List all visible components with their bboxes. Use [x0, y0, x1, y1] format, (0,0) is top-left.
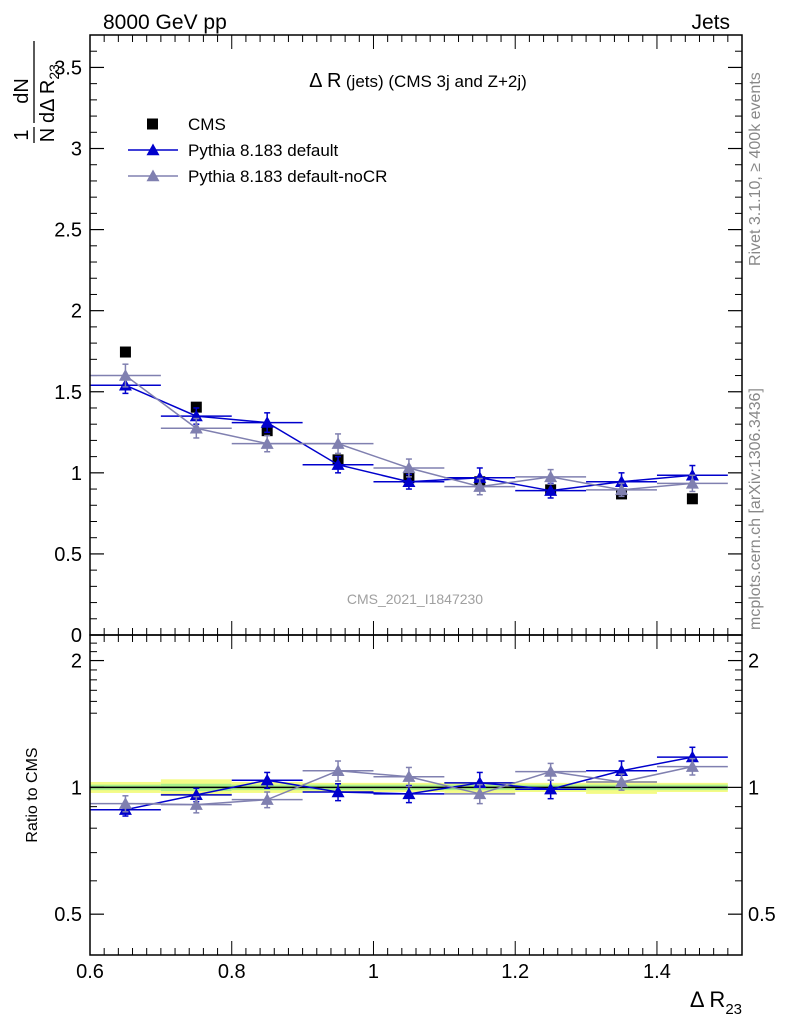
main-title-symbol: Δ R	[309, 70, 341, 92]
mc-data-point	[189, 421, 203, 434]
ratio-y-tick-label: 1	[71, 777, 82, 799]
main-panel: 0 0.5 1 1.5 2 2.5 3 3.5 Δ R (jets) (CMS 3j and …	[54, 34, 743, 647]
ratio-data-point	[544, 765, 558, 777]
main-y-tick-label: 2.5	[54, 220, 82, 242]
ratio-data-point	[402, 770, 416, 782]
x-axis-label-main: Δ R	[690, 987, 725, 1012]
cms-data-point	[119, 346, 131, 358]
main-y-tick-label: 3	[71, 139, 82, 161]
main-y-tick-label: 3.5	[54, 57, 82, 79]
y-label-frac-den: N	[37, 128, 59, 142]
mc-data-point	[685, 476, 699, 489]
series-2	[90, 363, 728, 498]
ratio-data-point	[473, 787, 487, 800]
ratio-series	[90, 746, 728, 817]
ratio-data-point	[544, 782, 558, 795]
mc-data-point	[260, 437, 274, 449]
ratio-data-point	[260, 793, 274, 805]
header-left: 8000 GeV pp	[103, 11, 227, 34]
main-y-tick-label: 1	[71, 463, 82, 485]
x-tick-label: 1.4	[643, 961, 671, 983]
main-title: Δ R (jets) (CMS 3j and Z+2j)	[309, 70, 527, 92]
ratio-y-tick-label-right: 1	[748, 777, 759, 799]
cms-data-point	[686, 493, 698, 505]
legend-marker	[146, 143, 160, 156]
x-tick-label: 1.2	[501, 961, 529, 983]
mc-data-point	[473, 480, 487, 492]
x-axis-label-sub: 23	[725, 1001, 742, 1018]
ratio-data-point	[402, 787, 416, 800]
y-label-d-den-sub: 23	[46, 64, 62, 80]
main-title-rest: (jets) (CMS 3j and Z+2j)	[346, 72, 527, 91]
mc-data-point	[189, 409, 203, 422]
svg-text:dΔ R23: dΔ R23	[37, 64, 62, 123]
main-y-tick-label: 2	[71, 301, 82, 323]
legend-label: Pythia 8.183 default-noCR	[188, 167, 387, 186]
y-label-frac-num: 1	[11, 129, 33, 140]
mc-data-point	[544, 484, 558, 496]
mc-data-point	[260, 416, 274, 428]
x-tick-label: 1	[368, 961, 379, 983]
mc-data-point	[118, 369, 132, 381]
legend-label: Pythia 8.183 default	[188, 141, 339, 160]
mc-data-point	[402, 475, 416, 487]
mcplots-label: mcplots.cern.ch [arXiv:1306.3436]	[747, 388, 764, 630]
mc-data-point	[544, 470, 558, 483]
main-y-axis-label: 1 N dN dΔ R23	[11, 41, 62, 143]
ratio-panel: 0.5 0.5 1 1 2 2 0.6 0.8 1 1.2 1.4 Ratio to CMS	[24, 634, 776, 983]
ratio-y-tick-label-right: 0.5	[748, 904, 776, 926]
ratio-series-1	[90, 757, 728, 814]
x-tick-label: 0.6	[76, 961, 104, 983]
mc-data-point	[615, 483, 629, 496]
ratio-data-point	[189, 798, 203, 810]
mc-data-point	[331, 437, 345, 449]
main-series	[90, 346, 728, 505]
ratio-data-point	[331, 785, 345, 798]
ratio-frame	[89, 634, 743, 956]
ratio-data-point	[685, 750, 699, 763]
watermark: CMS_2021_I1847230	[347, 591, 483, 607]
ratio-ticks: 0.5 0.5 1 1 2 2 0.6 0.8 1 1.2 1.4	[54, 635, 776, 983]
ratio-data-point	[331, 764, 345, 776]
ratio-data-point	[189, 788, 203, 801]
mc-data-point	[402, 461, 416, 474]
legend-label: CMS	[188, 115, 226, 134]
ratio-data-point	[118, 797, 132, 809]
legend: CMS Pythia 8.183 default Pythia 8.183 defa…	[128, 115, 387, 186]
legend-marker-cms	[147, 118, 158, 130]
ratio-data-point	[615, 764, 629, 776]
ratio-data-point	[260, 773, 274, 786]
main-y-tick-label: 1.5	[54, 382, 82, 404]
ratio-data-point	[685, 760, 699, 772]
ratio-y-tick-label: 0.5	[54, 904, 82, 926]
main-y-tick-label: 0.5	[54, 544, 82, 566]
mc-data-point	[615, 475, 629, 487]
cms-data-point	[190, 401, 202, 413]
mc-data-point	[331, 458, 345, 470]
legend-marker	[146, 169, 160, 182]
x-tick-label: 0.8	[218, 961, 246, 983]
ratio-y-tick-label-right: 2	[748, 651, 759, 673]
ratio-data-point	[615, 775, 629, 788]
ratio-y-label: Ratio to CMS	[24, 747, 41, 842]
rivet-label: Rivet 3.1.10, ≥ 400k events	[747, 72, 764, 266]
header-right: Jets	[691, 11, 730, 34]
main-y-tick-label: 0	[71, 625, 82, 647]
y-label-d-den: dΔ R	[37, 80, 59, 123]
ratio-data-point	[473, 776, 487, 789]
main-ticks: 0 0.5 1 1.5 2 2.5 3 3.5	[54, 35, 743, 647]
y-label-d-num: dN	[11, 78, 33, 104]
mc-data-point	[473, 471, 487, 483]
x-axis-label: Δ R23	[690, 987, 742, 1018]
ratio-y-tick-label: 2	[71, 651, 82, 673]
